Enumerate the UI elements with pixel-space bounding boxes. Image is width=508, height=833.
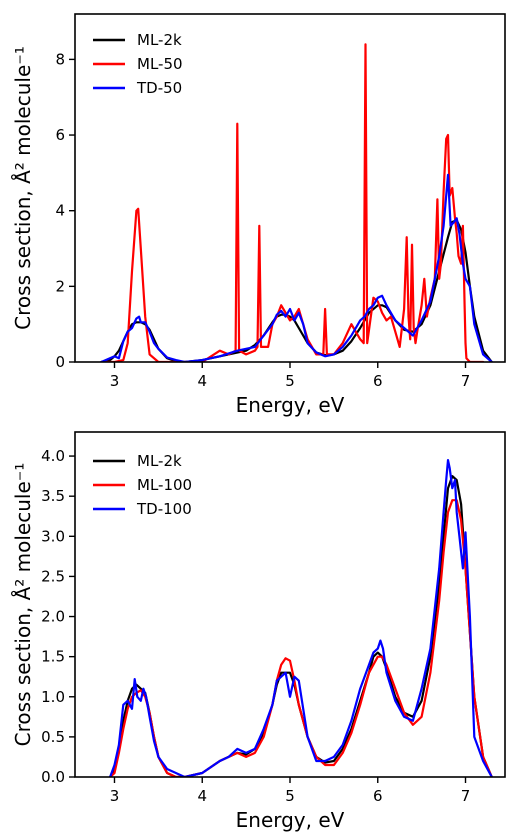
y-tick-label: 3.0 xyxy=(41,527,65,545)
y-tick-label: 0.5 xyxy=(41,728,65,746)
x-tick-label: 4 xyxy=(197,787,207,805)
y-tick-label: 2.5 xyxy=(41,567,65,585)
legend: ML-2k ML-100 TD-100 xyxy=(93,452,192,518)
series-line-td-50 xyxy=(100,173,493,362)
y-tick-label: 4 xyxy=(55,202,65,220)
chart-panel-2: 3 4 5 6 7 0.0 0.5 1.0 1.5 2.0 2.5 3.0 3.5 4.0 Energy, … xyxy=(11,431,506,832)
chart-panel-1: 3 4 5 6 7 0 2 4 6 8 Energy, eV Cross section, Å² mo… xyxy=(11,13,506,417)
legend-label-ml-2k: ML-2k xyxy=(137,31,182,49)
series-line-td-100 xyxy=(108,459,493,777)
y-tick-label: 8 xyxy=(55,50,65,68)
series-line-ml-50 xyxy=(100,43,485,362)
x-tick-label: 7 xyxy=(461,372,471,390)
y-axis-label: Cross section, Å² molecule⁻¹ xyxy=(11,46,35,330)
x-tick-label: 5 xyxy=(285,787,295,805)
y-tick-label: 0.0 xyxy=(41,768,65,786)
x-tick-label: 6 xyxy=(373,787,383,805)
y-tick-label: 2.0 xyxy=(41,608,65,626)
x-tick-label: 6 xyxy=(373,372,383,390)
x-axis-label: Energy, eV xyxy=(236,393,345,417)
legend-label-ml-100: ML-100 xyxy=(137,476,192,494)
x-tick-label: 5 xyxy=(285,372,295,390)
legend-label-td-100: TD-100 xyxy=(136,500,192,518)
y-tick-label: 1.5 xyxy=(41,648,65,666)
legend-label-td-50: TD-50 xyxy=(136,79,182,97)
y-tick-label: 1.0 xyxy=(41,688,65,706)
y-axis-label: Cross section, Å² molecule⁻¹ xyxy=(11,463,35,747)
series-group xyxy=(100,43,493,362)
legend: ML-2k ML-50 TD-50 xyxy=(93,31,183,97)
legend-label-ml-2k: ML-2k xyxy=(137,452,182,470)
y-tick-label: 2 xyxy=(55,277,65,295)
legend-label-ml-50: ML-50 xyxy=(137,55,183,73)
x-axis-label: Energy, eV xyxy=(236,808,345,832)
x-tick-label: 3 xyxy=(110,372,120,390)
y-tick-label: 4.0 xyxy=(41,447,65,465)
y-tick-label: 6 xyxy=(55,126,65,144)
x-tick-label: 3 xyxy=(110,787,120,805)
x-tick-label: 7 xyxy=(461,787,471,805)
y-tick-label: 0 xyxy=(55,353,65,371)
series-group xyxy=(108,459,493,777)
x-tick-label: 4 xyxy=(197,372,207,390)
y-tick-label: 3.5 xyxy=(41,487,65,505)
